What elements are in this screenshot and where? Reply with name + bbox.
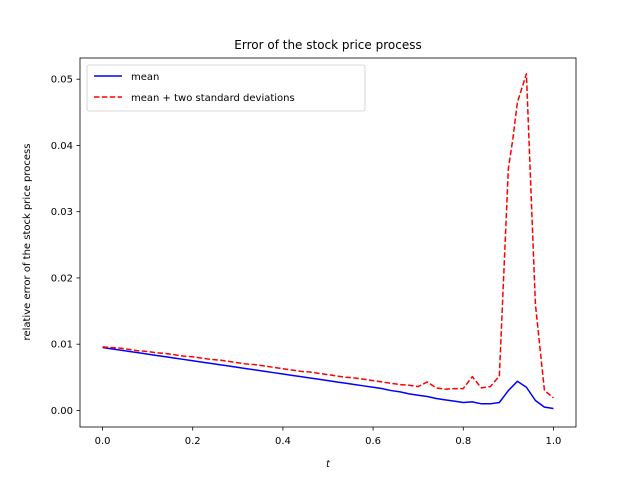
legend: mean mean + two standard deviations (86, 64, 366, 112)
x-axis-label: t (326, 459, 331, 470)
legend-label-mean-plus-two-std: mean + two standard deviations (131, 93, 295, 104)
chart-title: Error of the stock price process (234, 38, 421, 52)
y-axis-label: relative error of the stock price proces… (22, 144, 33, 341)
x-tick-label: 0.8 (455, 436, 471, 447)
legend-label-mean: mean (131, 72, 159, 83)
y-tick-label: 0.04 (51, 141, 73, 152)
legend-box (86, 64, 366, 112)
plot-frame (79, 57, 577, 428)
x-tick-label: 0.0 (95, 436, 111, 447)
y-tick-label: 0.00 (51, 406, 73, 417)
plot-lines (102, 73, 554, 410)
x-tick-label: 0.4 (275, 436, 291, 447)
y-tick-label: 0.01 (51, 340, 73, 351)
y-axis: 0.00 0.01 0.02 0.03 0.04 0.05 (51, 75, 80, 417)
series-line-mean (102, 346, 554, 410)
x-axis: 0.0 0.2 0.4 0.6 0.8 1.0 (95, 427, 562, 447)
y-tick-label: 0.05 (51, 75, 73, 86)
x-tick-label: 1.0 (546, 436, 562, 447)
y-tick-label: 0.02 (51, 273, 73, 284)
y-tick-label: 0.03 (51, 207, 73, 218)
x-tick-label: 0.2 (185, 436, 201, 447)
x-tick-label: 0.6 (365, 436, 381, 447)
series-line-mean-plus-two-std (102, 73, 554, 399)
